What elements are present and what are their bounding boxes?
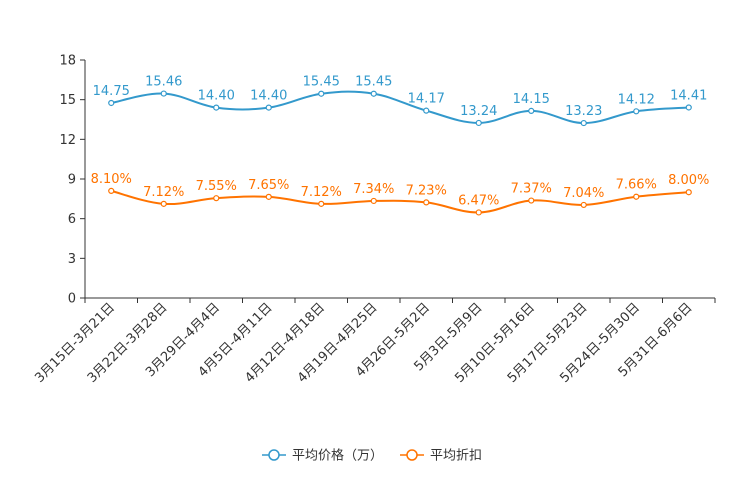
data-point[interactable]: [423, 199, 430, 206]
legend-marker-icon: [268, 449, 280, 461]
legend-item-1[interactable]: 平均价格（万）: [262, 448, 383, 464]
data-label: 14.40: [198, 89, 235, 104]
data-label: 6.47%: [458, 193, 499, 208]
series-line: [111, 90, 689, 125]
series-layer: 14.75 15.46 14.40 14.40 15.45 15.45 14.17 13.24…: [91, 75, 709, 216]
data-label: 15.45: [355, 75, 392, 90]
data-point[interactable]: [423, 107, 430, 114]
legend-item-2[interactable]: 平均折扣: [400, 449, 482, 464]
data-label: 7.55%: [196, 179, 237, 194]
data-label: 14.40: [250, 89, 287, 104]
data-point[interactable]: [318, 90, 325, 97]
data-label: 7.34%: [353, 182, 394, 197]
data-point[interactable]: [213, 195, 220, 202]
y-tick-label: 12: [59, 133, 76, 148]
data-point[interactable]: [108, 99, 115, 107]
data-label: 7.66%: [616, 178, 657, 193]
y-axis: 0 3 6 9 12 15 18: [59, 54, 86, 307]
data-label: 14.75: [93, 84, 130, 99]
data-point[interactable]: [108, 187, 115, 194]
x-axis: 3月15日-3月21日3月22日-3月28日3月29日-4月4日4月5日-4月1…: [32, 297, 716, 386]
data-label: 14.41: [670, 88, 707, 103]
data-point[interactable]: [370, 90, 377, 97]
data-point[interactable]: [265, 104, 272, 111]
legend-label: 平均折扣: [430, 449, 482, 464]
data-label: 7.12%: [143, 185, 184, 200]
y-tick-label: 3: [68, 252, 76, 267]
data-label: 14.15: [513, 92, 550, 107]
data-label: 15.45: [303, 75, 340, 90]
legend-marker-icon: [406, 449, 418, 461]
data-label: 13.24: [460, 104, 497, 119]
data-point[interactable]: [160, 200, 167, 207]
data-label: 7.23%: [406, 183, 447, 198]
data-point[interactable]: [265, 193, 272, 200]
legend[interactable]: 平均价格（万） 平均折扣: [262, 448, 482, 464]
series-line: [111, 189, 689, 214]
data-point[interactable]: [213, 104, 220, 111]
data-point[interactable]: [685, 104, 692, 111]
legend-label: 平均价格（万）: [292, 448, 383, 464]
data-point[interactable]: [580, 201, 587, 209]
y-tick-label: 15: [59, 93, 76, 108]
data-label: 13.23: [565, 104, 602, 119]
data-point[interactable]: [528, 107, 535, 115]
series-1: 14.75 15.46 14.40 14.40 15.45 15.45 14.17 13.24…: [93, 75, 707, 127]
data-point[interactable]: [633, 108, 640, 115]
data-label: 8.10%: [91, 172, 132, 187]
data-label: 14.17: [408, 92, 445, 107]
data-point[interactable]: [685, 189, 692, 196]
data-point[interactable]: [475, 209, 482, 216]
data-label: 8.00%: [668, 173, 709, 188]
y-tick-label: 18: [59, 54, 76, 69]
data-label: 7.04%: [563, 186, 604, 201]
data-point[interactable]: [160, 90, 167, 97]
data-label: 7.12%: [301, 185, 342, 200]
data-point[interactable]: [370, 197, 377, 205]
y-tick-label: 6: [68, 212, 76, 227]
data-point[interactable]: [318, 200, 325, 207]
data-label: 14.12: [618, 92, 655, 107]
series-2: 8.10% 7.12% 7.55% 7.65% 7.12% 7.34% 7.23% 6.47%…: [91, 172, 709, 216]
y-tick-label: 9: [68, 173, 76, 188]
data-label: 15.46: [145, 75, 182, 90]
data-point[interactable]: [475, 119, 482, 127]
data-label: 7.37%: [511, 182, 552, 197]
data-point[interactable]: [528, 197, 535, 204]
data-label: 7.65%: [248, 178, 289, 193]
data-point[interactable]: [633, 193, 640, 200]
y-tick-label: 0: [68, 292, 76, 307]
data-point[interactable]: [580, 119, 587, 127]
